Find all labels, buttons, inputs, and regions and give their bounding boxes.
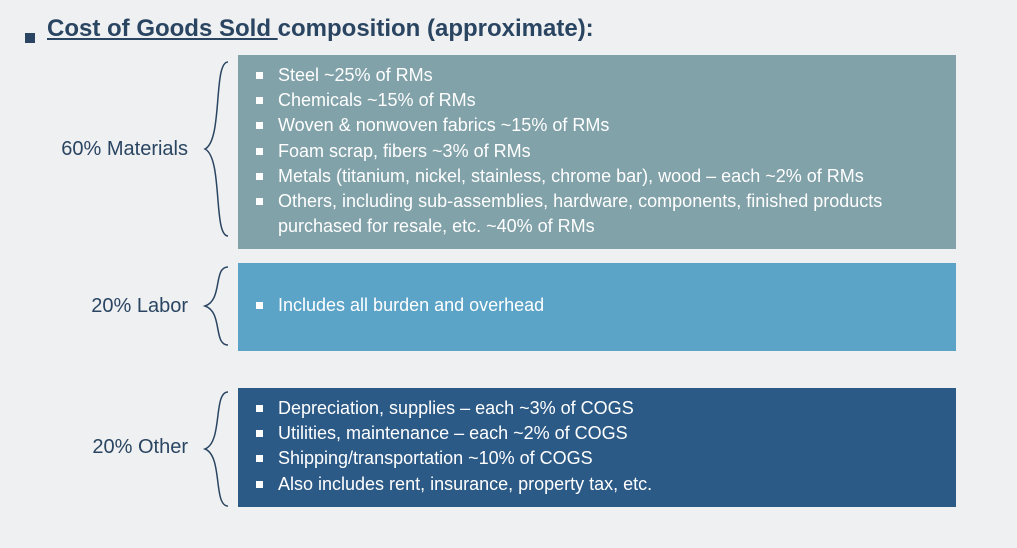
category-label-labor: 20% Labor bbox=[18, 295, 188, 318]
list-item: Metals (titanium, nickel, stainless, chr… bbox=[256, 164, 938, 189]
list-item: Also includes rent, insurance, property … bbox=[256, 472, 938, 497]
list-item: Chemicals ~15% of RMs bbox=[256, 88, 938, 113]
list-item: Utilities, maintenance – each ~2% of COG… bbox=[256, 421, 938, 446]
box-labor-list: Includes all burden and overhead bbox=[256, 293, 544, 318]
box-labor: Includes all burden and overhead bbox=[238, 263, 956, 351]
heading-bullet-icon bbox=[25, 33, 35, 43]
heading-underlined: Cost of Goods Sold bbox=[47, 15, 278, 42]
list-item: Foam scrap, fibers ~3% of RMs bbox=[256, 139, 938, 164]
heading-rest: composition (approximate): bbox=[278, 15, 594, 42]
list-item: Shipping/transportation ~10% of COGS bbox=[256, 446, 938, 471]
list-item: Depreciation, supplies – each ~3% of COG… bbox=[256, 396, 938, 421]
list-item: Others, including sub-assemblies, hardwa… bbox=[256, 189, 938, 239]
heading: Cost of Goods Sold composition (approxim… bbox=[25, 15, 594, 43]
brace-icon-materials bbox=[195, 60, 231, 238]
category-label-materials: 60% Materials bbox=[18, 138, 188, 161]
category-label-other: 20% Other bbox=[18, 436, 188, 459]
brace-icon-labor bbox=[195, 265, 231, 347]
box-other: Depreciation, supplies – each ~3% of COG… bbox=[238, 388, 956, 507]
box-materials-list: Steel ~25% of RMsChemicals ~15% of RMsWo… bbox=[256, 63, 938, 239]
list-item: Woven & nonwoven fabrics ~15% of RMs bbox=[256, 113, 938, 138]
list-item: Steel ~25% of RMs bbox=[256, 63, 938, 88]
heading-text: Cost of Goods Sold composition (approxim… bbox=[47, 15, 594, 43]
brace-icon-other bbox=[195, 390, 231, 508]
box-other-list: Depreciation, supplies – each ~3% of COG… bbox=[256, 396, 938, 497]
list-item: Includes all burden and overhead bbox=[256, 293, 544, 318]
box-materials: Steel ~25% of RMsChemicals ~15% of RMsWo… bbox=[238, 55, 956, 249]
